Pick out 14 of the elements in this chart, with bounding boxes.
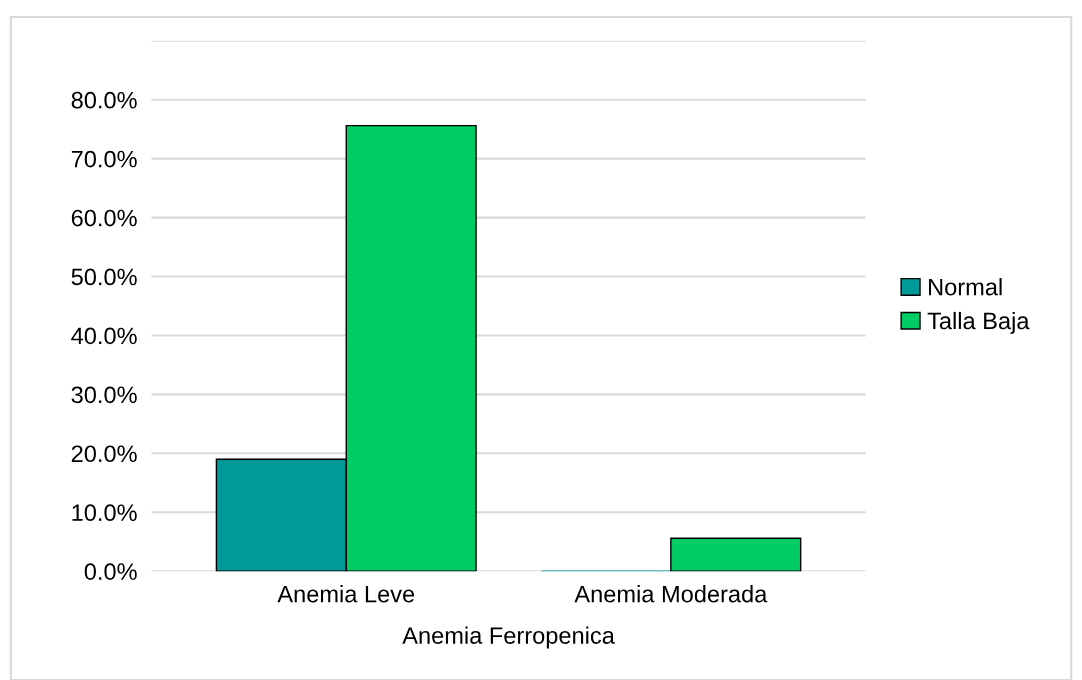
legend-label: Talla Baja: [927, 311, 1030, 334]
y-tick-label: 0.0%: [84, 563, 137, 580]
y-tick-label: 70.0%: [71, 150, 137, 168]
y-tick-label: 80.0%: [71, 91, 137, 109]
x-tick-label: Anemia Moderada: [574, 585, 768, 603]
y-tick-label: 30.0%: [71, 386, 137, 404]
y-tick-label: 40.0%: [71, 327, 137, 345]
y-tick-label: 60.0%: [71, 209, 137, 227]
x-axis-title: Anemia Ferropenica: [402, 626, 615, 649]
legend-label: Normal: [929, 278, 1002, 296]
x-tick-label: Anemia Leve: [277, 585, 415, 603]
y-tick-label: 50.0%: [71, 268, 137, 286]
y-tick-label: 20.0%: [71, 445, 137, 463]
y-tick-label: 10.0%: [72, 504, 137, 522]
